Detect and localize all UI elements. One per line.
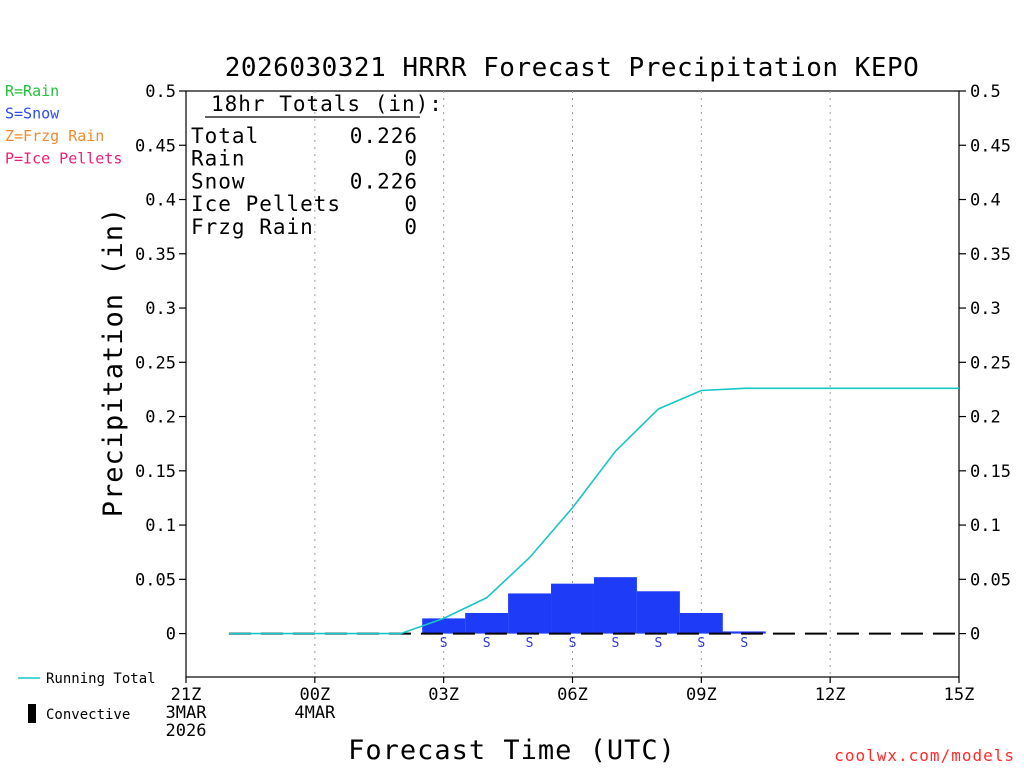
precip-bar-6 (679, 612, 723, 634)
precip-bar-4 (593, 577, 637, 634)
y-tick-label-right: 0 (970, 625, 980, 645)
totals-label-2: Snow (191, 169, 246, 193)
y-tick-label-right: 0.15 (970, 462, 1011, 482)
y-tick-label-left: 0.4 (145, 191, 176, 211)
y-tick-label-left: 0.1 (145, 516, 176, 536)
x-tick-label: 3MAR (166, 703, 208, 723)
legend-type-2: Z=Frzg Rain (5, 127, 104, 145)
watermark: coolwx.com/models (834, 746, 1015, 765)
legend-type-3: P=Ice Pellets (5, 150, 122, 168)
precip-type-marker-1: S (483, 636, 491, 651)
y-tick-label-right: 0.45 (970, 136, 1011, 156)
running-total-legend: Running Total (46, 671, 156, 687)
y-tick-label-right: 0.1 (970, 516, 1001, 536)
x-tick-label: 03Z (428, 685, 459, 705)
y-tick-label-right: 0.35 (970, 245, 1011, 265)
x-tick-label: 15Z (944, 685, 975, 705)
totals-box: 18hr Totals (in): Total 0.226 Rain 0 Snow 0.2… (191, 92, 443, 239)
y-tick-label-left: 0.2 (145, 408, 176, 428)
precip-bar-2 (508, 593, 552, 634)
precip-type-marker-0: S (440, 636, 448, 651)
x-tick-label: 00Z (299, 685, 330, 705)
y-axis-label: Precipitation (in) (98, 207, 129, 518)
y-tick-label-right: 0.05 (970, 570, 1011, 590)
precip-type-marker-2: S (526, 636, 534, 651)
y-tick-label-left: 0.45 (135, 136, 176, 156)
x-tick-label: 06Z (557, 685, 588, 705)
precip-bar-1 (465, 612, 509, 634)
precip-type-marker-6: S (697, 636, 705, 651)
y-tick-label-left: 0.15 (135, 462, 176, 482)
totals-value-3: 0 (404, 192, 418, 216)
y-tick-label-right: 0.3 (970, 299, 1001, 319)
totals-label-1: Rain (191, 147, 246, 171)
y-tick-label-right: 0.5 (970, 82, 1001, 102)
convective-swatch (28, 704, 36, 723)
precip-type-marker-5: S (654, 636, 662, 651)
x-tick-label: 2026 (166, 721, 207, 741)
chart-title: 2026030321 HRRR Forecast Precipitation K… (225, 53, 920, 83)
precip-bar-0 (422, 618, 466, 634)
legend-type-0: R=Rain (5, 82, 59, 100)
y-tick-label-left: 0.3 (145, 299, 176, 319)
x-tick-label: 4MAR (294, 703, 336, 723)
totals-header: 18hr Totals (in): (211, 92, 443, 116)
precip-bars (422, 577, 766, 634)
y-tick-label-left: 0.25 (135, 353, 176, 373)
y-tick-label-left: 0.05 (135, 570, 176, 590)
x-axis-label: Forecast Time (UTC) (348, 735, 676, 766)
y-tick-label-left: 0.35 (135, 245, 176, 265)
precip-bar-7 (722, 631, 766, 634)
running-total-series (228, 387, 959, 635)
precip-bar-3 (551, 583, 594, 634)
totals-label-0: Total (191, 124, 259, 148)
precip-type-legend: R=Rain S=Snow Z=Frzg Rain P=Ice Pellets (5, 82, 122, 168)
precip-type-marker-3: S (569, 636, 577, 651)
totals-value-1: 0 (404, 147, 418, 171)
precip-type-marker-4: S (612, 636, 620, 651)
totals-label-3: Ice Pellets (191, 192, 341, 216)
totals-label-4: Frzg Rain (191, 215, 314, 239)
legend-type-1: S=Snow (5, 105, 60, 123)
running-total-line (228, 387, 959, 635)
precip-bar-5 (636, 591, 680, 634)
precip-type-marker-7: S (740, 636, 748, 651)
convective-legend: Convective (46, 707, 130, 723)
y-tick-label-right: 0.4 (970, 191, 1001, 211)
y-axis: 0 00.05 0.050.1 0.10.15 0.150.2 0.20.25 0.250.… (135, 82, 1011, 645)
y-tick-label-left: 0 (166, 625, 176, 645)
y-tick-label-right: 0.2 (970, 408, 1001, 428)
totals-value-2: 0.226 (350, 169, 418, 193)
totals-value-0: 0.226 (350, 124, 418, 148)
x-tick-label: 12Z (815, 685, 846, 705)
y-tick-label-left: 0.5 (145, 82, 176, 102)
totals-value-4: 0 (404, 215, 418, 239)
y-tick-label-right: 0.25 (970, 353, 1011, 373)
x-tick-label: 09Z (686, 685, 717, 705)
x-tick-label: 21Z (171, 685, 202, 705)
